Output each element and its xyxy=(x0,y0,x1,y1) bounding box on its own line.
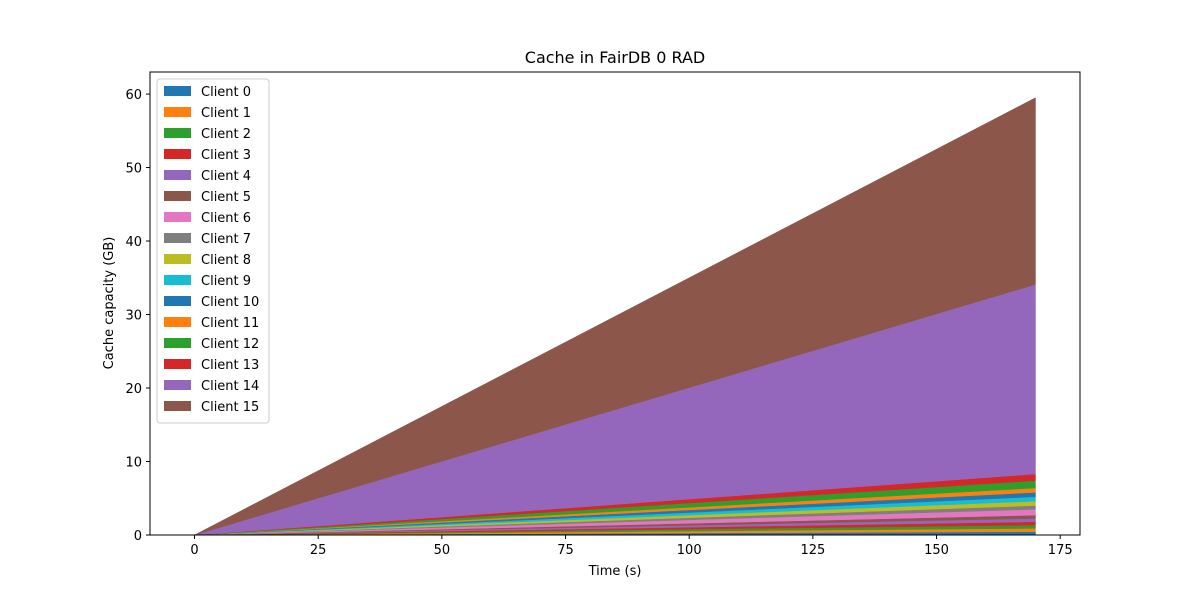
areas-layer xyxy=(194,97,1036,536)
legend-swatch xyxy=(164,212,191,222)
legend-label: Client 9 xyxy=(201,274,251,289)
chart-title: Cache in FairDB 0 RAD xyxy=(525,48,705,67)
legend: Client 0 Client 1 Client 2 Client 3 Client 4… xyxy=(156,78,270,424)
legend-swatch xyxy=(164,338,191,348)
legend-swatch xyxy=(164,128,191,138)
legend-swatch xyxy=(164,359,191,369)
legend-label: Client 4 xyxy=(201,169,251,184)
legend-label: Client 10 xyxy=(201,295,259,310)
legend-swatch xyxy=(164,149,191,159)
legend-label: Client 8 xyxy=(201,253,251,268)
x-tick-label: 50 xyxy=(434,543,451,558)
legend-label: Client 11 xyxy=(201,316,259,331)
y-axis-label: Cache capacity (GB) xyxy=(102,237,117,370)
legend-swatch xyxy=(164,254,191,264)
legend-swatch xyxy=(164,296,191,306)
legend-swatch xyxy=(164,86,191,96)
legend-label: Client 3 xyxy=(201,148,251,163)
legend-label: Client 0 xyxy=(201,85,251,100)
y-tick-label: 30 xyxy=(125,309,142,324)
x-axis-label: Time (s) xyxy=(588,564,642,579)
legend-label: Client 12 xyxy=(201,337,259,352)
legend-label: Client 14 xyxy=(201,379,259,394)
legend-swatch xyxy=(164,401,191,411)
legend-label: Client 15 xyxy=(201,400,259,415)
y-tick-label: 40 xyxy=(125,235,142,250)
legend-label: Client 1 xyxy=(201,106,251,121)
legend-label: Client 7 xyxy=(201,232,251,247)
legend-swatch xyxy=(164,233,191,243)
x-tick-label: 25 xyxy=(310,543,327,558)
y-tick-label: 10 xyxy=(125,456,142,471)
legend-label: Client 13 xyxy=(201,358,259,373)
y-axis: 0 10 20 30 40 50 60 xyxy=(125,88,150,544)
legend-swatch xyxy=(164,170,191,180)
y-tick-label: 20 xyxy=(125,382,142,397)
legend-swatch xyxy=(164,191,191,201)
legend-swatch xyxy=(164,317,191,327)
legend-swatch xyxy=(164,275,191,285)
legend-swatch xyxy=(164,380,191,390)
x-axis: 0 25 50 75 100 125 150 175 xyxy=(190,535,1073,558)
legend-swatch xyxy=(164,107,191,117)
plot-frame xyxy=(149,71,1081,536)
area-client-15 xyxy=(194,97,1036,536)
legend-box xyxy=(156,78,270,424)
x-tick-label: 175 xyxy=(1048,543,1073,558)
x-tick-label: 100 xyxy=(677,543,702,558)
x-tick-label: 75 xyxy=(557,543,574,558)
x-tick-label: 150 xyxy=(924,543,949,558)
y-tick-label: 0 xyxy=(134,529,142,544)
x-tick-label: 125 xyxy=(800,543,825,558)
legend-label: Client 6 xyxy=(201,211,251,226)
legend-label: Client 2 xyxy=(201,127,251,142)
x-tick-label: 0 xyxy=(190,543,198,558)
y-tick-label: 50 xyxy=(125,162,142,177)
y-tick-label: 60 xyxy=(125,88,142,103)
legend-label: Client 5 xyxy=(201,190,251,205)
